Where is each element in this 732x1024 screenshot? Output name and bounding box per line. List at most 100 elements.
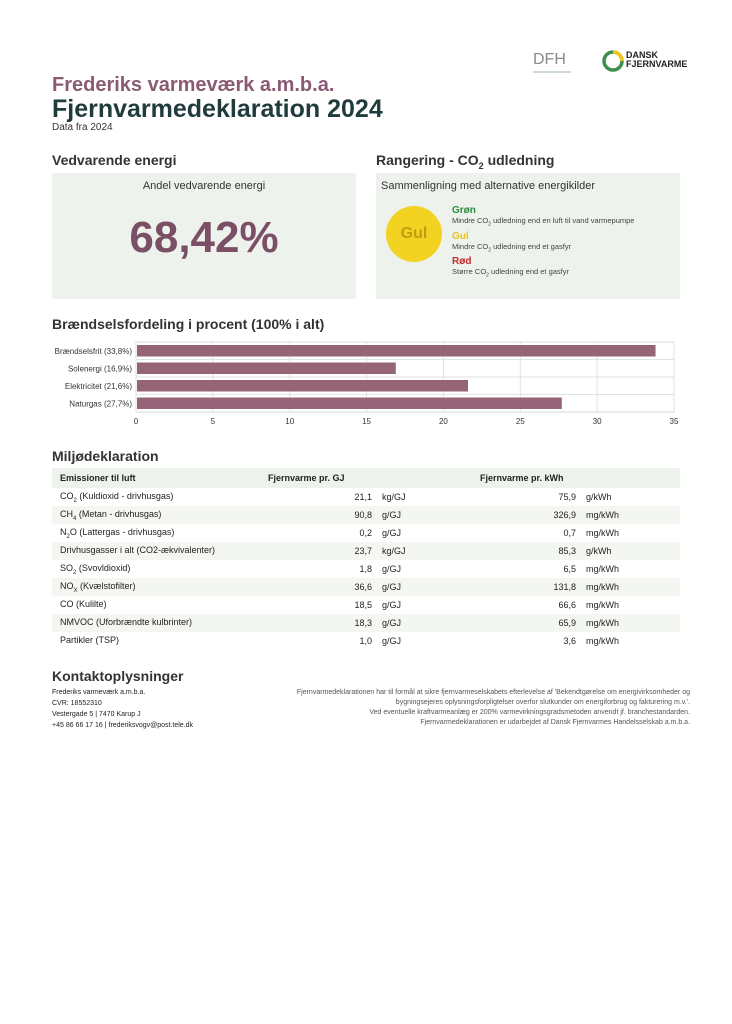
emission-row: CO2 (Kuldioxid - drivhusgas) 21,1 kg/GJ 75,… xyxy=(52,488,680,506)
unit-per-kwh: g/kWh xyxy=(586,492,612,502)
value-per-gj: 36,6 xyxy=(260,578,382,596)
chart-x-tick-label: 10 xyxy=(285,417,294,426)
data-year: Data fra 2024 xyxy=(52,122,113,133)
unit-per-gj: g/GJ xyxy=(382,578,472,596)
chart-x-tick-label: 0 xyxy=(134,417,139,426)
chart-category-label: Solenergi (16,9%) xyxy=(68,364,132,373)
emission-name: SO2 (Svovldioxid) xyxy=(60,562,131,576)
disclaimer-line: Fjernvarmedeklarationen er udarbejdet af… xyxy=(420,719,690,726)
value-per-kwh: 75,9 xyxy=(558,492,576,502)
emission-name: N2O (Lattergas - drivhusgas) xyxy=(60,526,175,540)
ranking-level-name: Grøn xyxy=(452,205,476,216)
unit-per-gj: g/GJ xyxy=(382,506,472,524)
disclaimer: Fjernvarmedeklarationen har til formål a… xyxy=(260,688,690,728)
value-per-kwh: 65,9 xyxy=(472,614,586,632)
contact-heading: Kontaktoplysninger xyxy=(52,668,184,684)
unit-per-kwh: mg/kWh xyxy=(586,614,680,632)
contact-line: +45 86 66 17 16 | frederiksvogv@post.tel… xyxy=(52,722,194,729)
emission-name: CO2 (Kuldioxid - drivhusgas) xyxy=(60,490,174,504)
renewable-panel: Andel vedvarende energi 68,42% xyxy=(52,173,356,299)
emission-name: CH4 (Metan - drivhusgas) xyxy=(52,506,260,524)
emission-row: NOX (Kvælstofilter) 36,6 g/GJ 131,8 mg/kWh xyxy=(52,578,680,596)
value-per-kwh: 131,8 xyxy=(472,578,586,596)
chart-x-tick-label: 35 xyxy=(670,417,679,426)
emission-row: SO2 (Svovldioxid) 1,8 g/GJ 6,5 mg/kWh xyxy=(52,560,680,578)
chart-x-tick-label: 5 xyxy=(211,417,216,426)
emission-name: Partikler (TSP) xyxy=(60,634,120,645)
logo-line-fjernvarme: FJERNVARME xyxy=(626,59,688,69)
contact-details: Frederiks varmeværk a.m.b.a. CVR: 185523… xyxy=(52,687,193,731)
unit-per-kwh: mg/kWh xyxy=(586,578,680,596)
chart-bar xyxy=(137,345,656,357)
emission-row: CO (Kulilte) 18,5 g/GJ 66,6 mg/kWh xyxy=(52,596,680,614)
unit-per-gj: g/GJ xyxy=(382,600,402,610)
unit-per-kwh: g/kWh xyxy=(586,542,680,560)
ranking-legend: Grøn Mindre CO2 udledning end en luft til… xyxy=(452,205,634,282)
emission-row: NMVOC (Uforbrændte kulbrinter) 18,3 g/GJ 65… xyxy=(52,614,680,632)
col-header-emissions: Emissioner til luft xyxy=(52,468,260,488)
ranking-level-description: Større CO2 udledning end et gasfyr xyxy=(452,267,570,279)
unit-per-gj: g/GJ xyxy=(382,636,402,646)
chart-x-tick-label: 30 xyxy=(593,417,602,426)
unit-per-gj: g/GJ xyxy=(382,528,402,538)
value-per-kwh: 6,5 xyxy=(563,564,576,574)
emissions-table-wrap: Emissioner til luft Fjernvarme pr. GJ Fj… xyxy=(52,468,680,650)
renewable-label: Andel vedvarende energi xyxy=(142,180,266,192)
value-per-gj: 18,3 xyxy=(260,614,382,632)
chart-category-label: Brændselsfrit (33,8%) xyxy=(55,347,133,356)
value-per-gj: 23,7 xyxy=(260,542,382,560)
value-per-kwh: 0,7 xyxy=(563,528,576,538)
emission-name: Drivhusgasser i alt (CO2-ækvivalenter) xyxy=(52,542,260,560)
dansk-fjernvarme-swirl-icon xyxy=(602,50,624,72)
emissions-header-row: Emissioner til luft Fjernvarme pr. GJ Fj… xyxy=(52,468,680,488)
chart-x-tick-label: 25 xyxy=(516,417,525,426)
chart-bar xyxy=(137,380,469,392)
dfh-logo: DFH xyxy=(533,51,571,73)
value-per-kwh: 66,6 xyxy=(558,600,576,610)
chart-category-label: Elektricitet (21,6%) xyxy=(65,382,132,391)
document-title: Fjernvarmedeklaration 2024 xyxy=(52,95,383,123)
co2-rating-badge: Gul xyxy=(386,206,442,262)
ranking-level: Rød Større CO2 udledning end et gasfyr xyxy=(452,256,634,279)
contact-line: Vestergade 5 | 7470 Karup J xyxy=(52,711,141,718)
disclaimer-line: bygningsejeres oplysningsforpligtelser o… xyxy=(395,699,690,706)
value-per-gj: 1,8 xyxy=(359,564,372,574)
ranking-panel: Sammenligning med alternative energikild… xyxy=(376,173,680,299)
fuel-distribution-chart: 0 5 10 15 20 25 30 35 Brændselsfrit (33,8%) Solen… xyxy=(55,341,679,426)
org-name: Frederiks varmeværk a.m.b.a. xyxy=(52,74,335,96)
chart-bar xyxy=(137,397,562,409)
value-per-gj: 1,0 xyxy=(359,636,372,646)
unit-per-kwh: mg/kWh xyxy=(586,636,620,646)
ranking-level-description: Mindre CO2 udledning end en luft til van… xyxy=(452,216,635,228)
chart-x-tick-label: 20 xyxy=(439,417,448,426)
value-per-gj: 0,2 xyxy=(359,528,372,538)
chart-category-label: Naturgas (27,7%) xyxy=(69,399,132,408)
col-header-per-kwh: Fjernvarme pr. kWh xyxy=(472,468,680,488)
fuel-heading: Brændselsfordeling i procent (100% i alt… xyxy=(52,316,325,332)
ranking-level-name: Gul xyxy=(452,230,469,242)
dansk-fjernvarme-logo: DANSK FJERNVARME xyxy=(602,48,688,74)
logo-line-dansk: DANSK xyxy=(626,50,659,60)
emissions-table: Emissioner til luft Fjernvarme pr. GJ Fj… xyxy=(52,468,680,650)
ranking-level-name: Rød xyxy=(452,256,472,267)
emission-row: N2O (Lattergas - drivhusgas) 0,2 g/GJ 0,7 mg… xyxy=(52,524,680,542)
unit-per-gj: kg/GJ xyxy=(382,542,472,560)
col-header-per-gj: Fjernvarme pr. GJ xyxy=(260,468,472,488)
chart-x-tick-label: 15 xyxy=(362,417,371,426)
emission-name: NOX (Kvælstofilter) xyxy=(52,578,260,596)
value-per-gj: 18,5 xyxy=(354,600,372,610)
value-per-kwh: 85,3 xyxy=(472,542,586,560)
ranking-subtitle: Sammenligning med alternative energikild… xyxy=(381,180,596,192)
contact-line: Frederiks varmeværk a.m.b.a. xyxy=(52,689,146,696)
value-per-kwh: 326,9 xyxy=(472,506,586,524)
renewable-value: 68,42% xyxy=(129,213,279,262)
value-per-kwh: 3,6 xyxy=(563,636,576,646)
disclaimer-line: Ved eventuelle kraftvarmeanlæg er 200% v… xyxy=(369,709,690,716)
unit-per-kwh: mg/kWh xyxy=(586,528,620,538)
unit-per-gj: kg/GJ xyxy=(382,492,406,502)
emission-name: NMVOC (Uforbrændte kulbrinter) xyxy=(52,614,260,632)
environment-heading: Miljødeklaration xyxy=(52,448,159,464)
renewable-heading: Vedvarende energi xyxy=(52,152,177,168)
emission-row: CH4 (Metan - drivhusgas) 90,8 g/GJ 326,9 mg/… xyxy=(52,506,680,524)
dfh-logo-text: DFH xyxy=(533,51,566,68)
